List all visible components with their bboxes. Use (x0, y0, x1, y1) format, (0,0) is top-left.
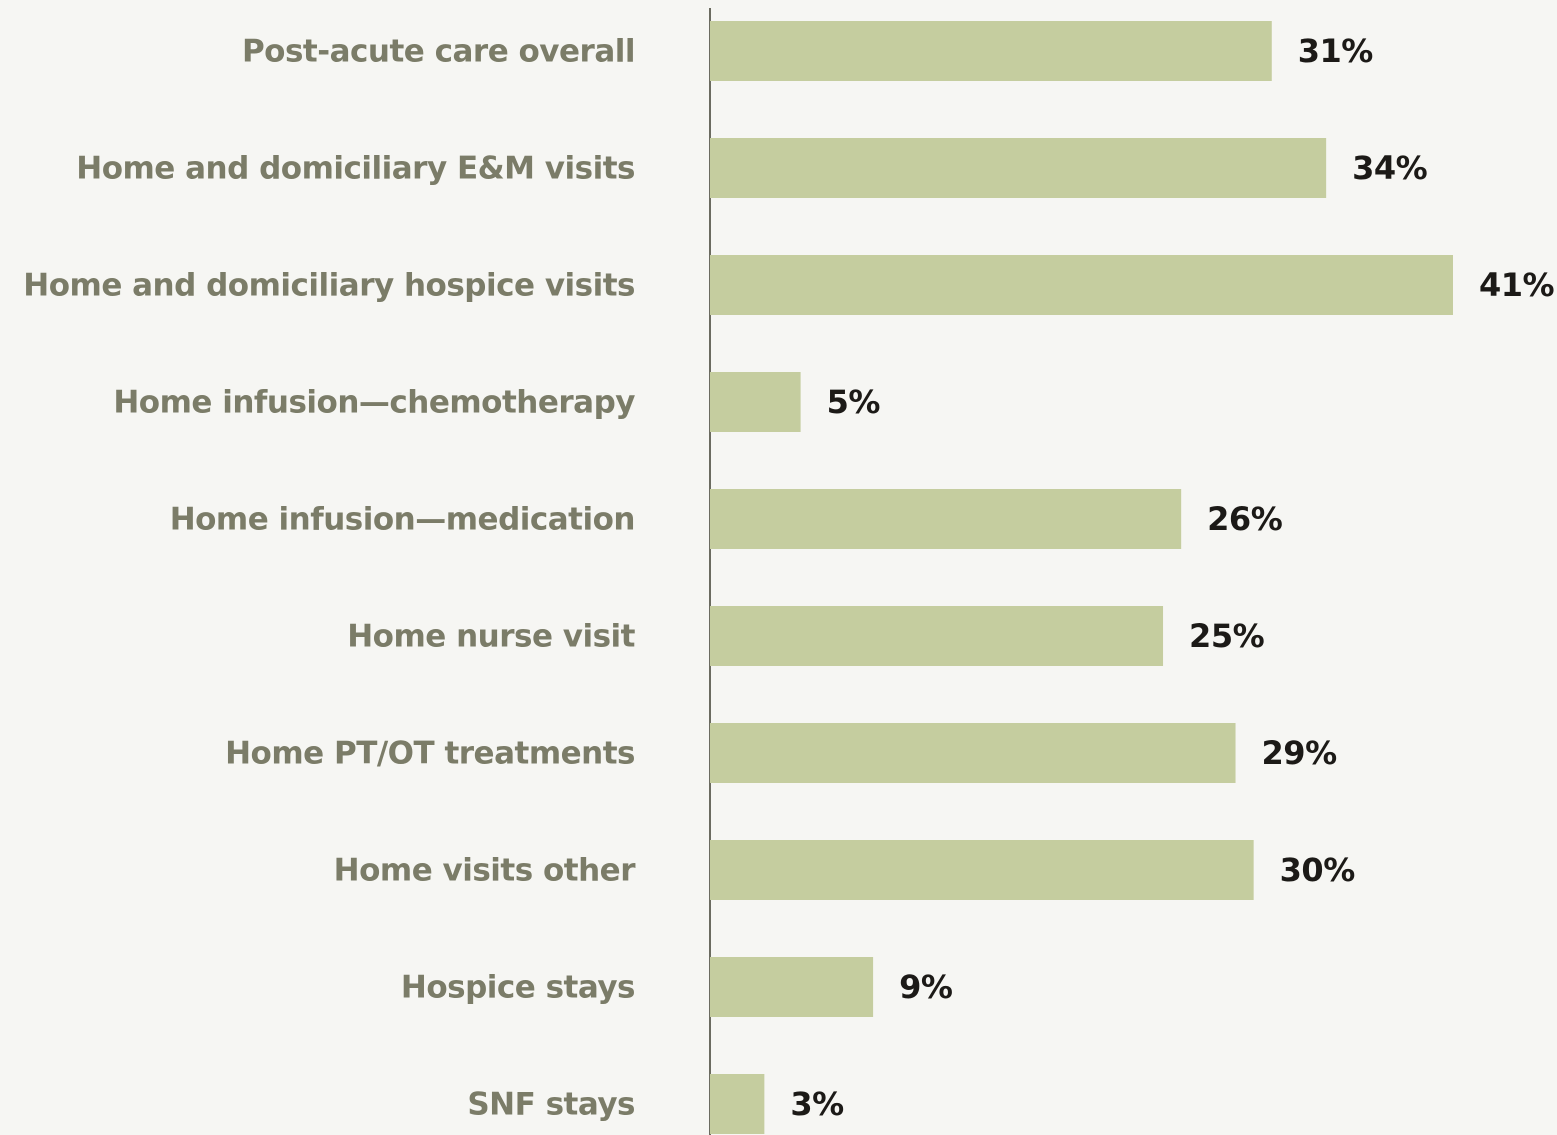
category-label: Home infusion—medication (170, 502, 635, 538)
bar (710, 840, 1254, 900)
bar (710, 21, 1272, 81)
value-label: 29% (1262, 734, 1338, 772)
value-label: 26% (1207, 500, 1283, 538)
value-label: 9% (899, 968, 953, 1006)
category-label: Home visits other (334, 853, 637, 889)
bar (710, 957, 874, 1017)
category-label: Home infusion—chemotherapy (113, 385, 635, 421)
value-label: 5% (827, 383, 881, 421)
category-label: Home and domiciliary hospice visits (23, 268, 635, 304)
bar (710, 489, 1182, 549)
category-label: Home PT/OT treatments (225, 736, 635, 772)
category-label: SNF stays (467, 1087, 635, 1123)
category-label: Home and domiciliary E&M visits (76, 151, 635, 187)
value-label: 34% (1352, 149, 1428, 187)
value-label: 31% (1298, 32, 1374, 70)
bar (710, 1074, 765, 1134)
category-label: Post-acute care overall (242, 34, 635, 70)
bar (710, 138, 1327, 198)
bar (710, 606, 1164, 666)
bar (710, 372, 801, 432)
bar (710, 723, 1236, 783)
value-label: 41% (1479, 266, 1555, 304)
value-label: 30% (1280, 851, 1356, 889)
value-label: 3% (790, 1085, 844, 1123)
value-label: 25% (1189, 617, 1265, 655)
bar (710, 255, 1453, 315)
category-label: Home nurse visit (347, 619, 635, 655)
category-label: Hospice stays (401, 970, 635, 1006)
